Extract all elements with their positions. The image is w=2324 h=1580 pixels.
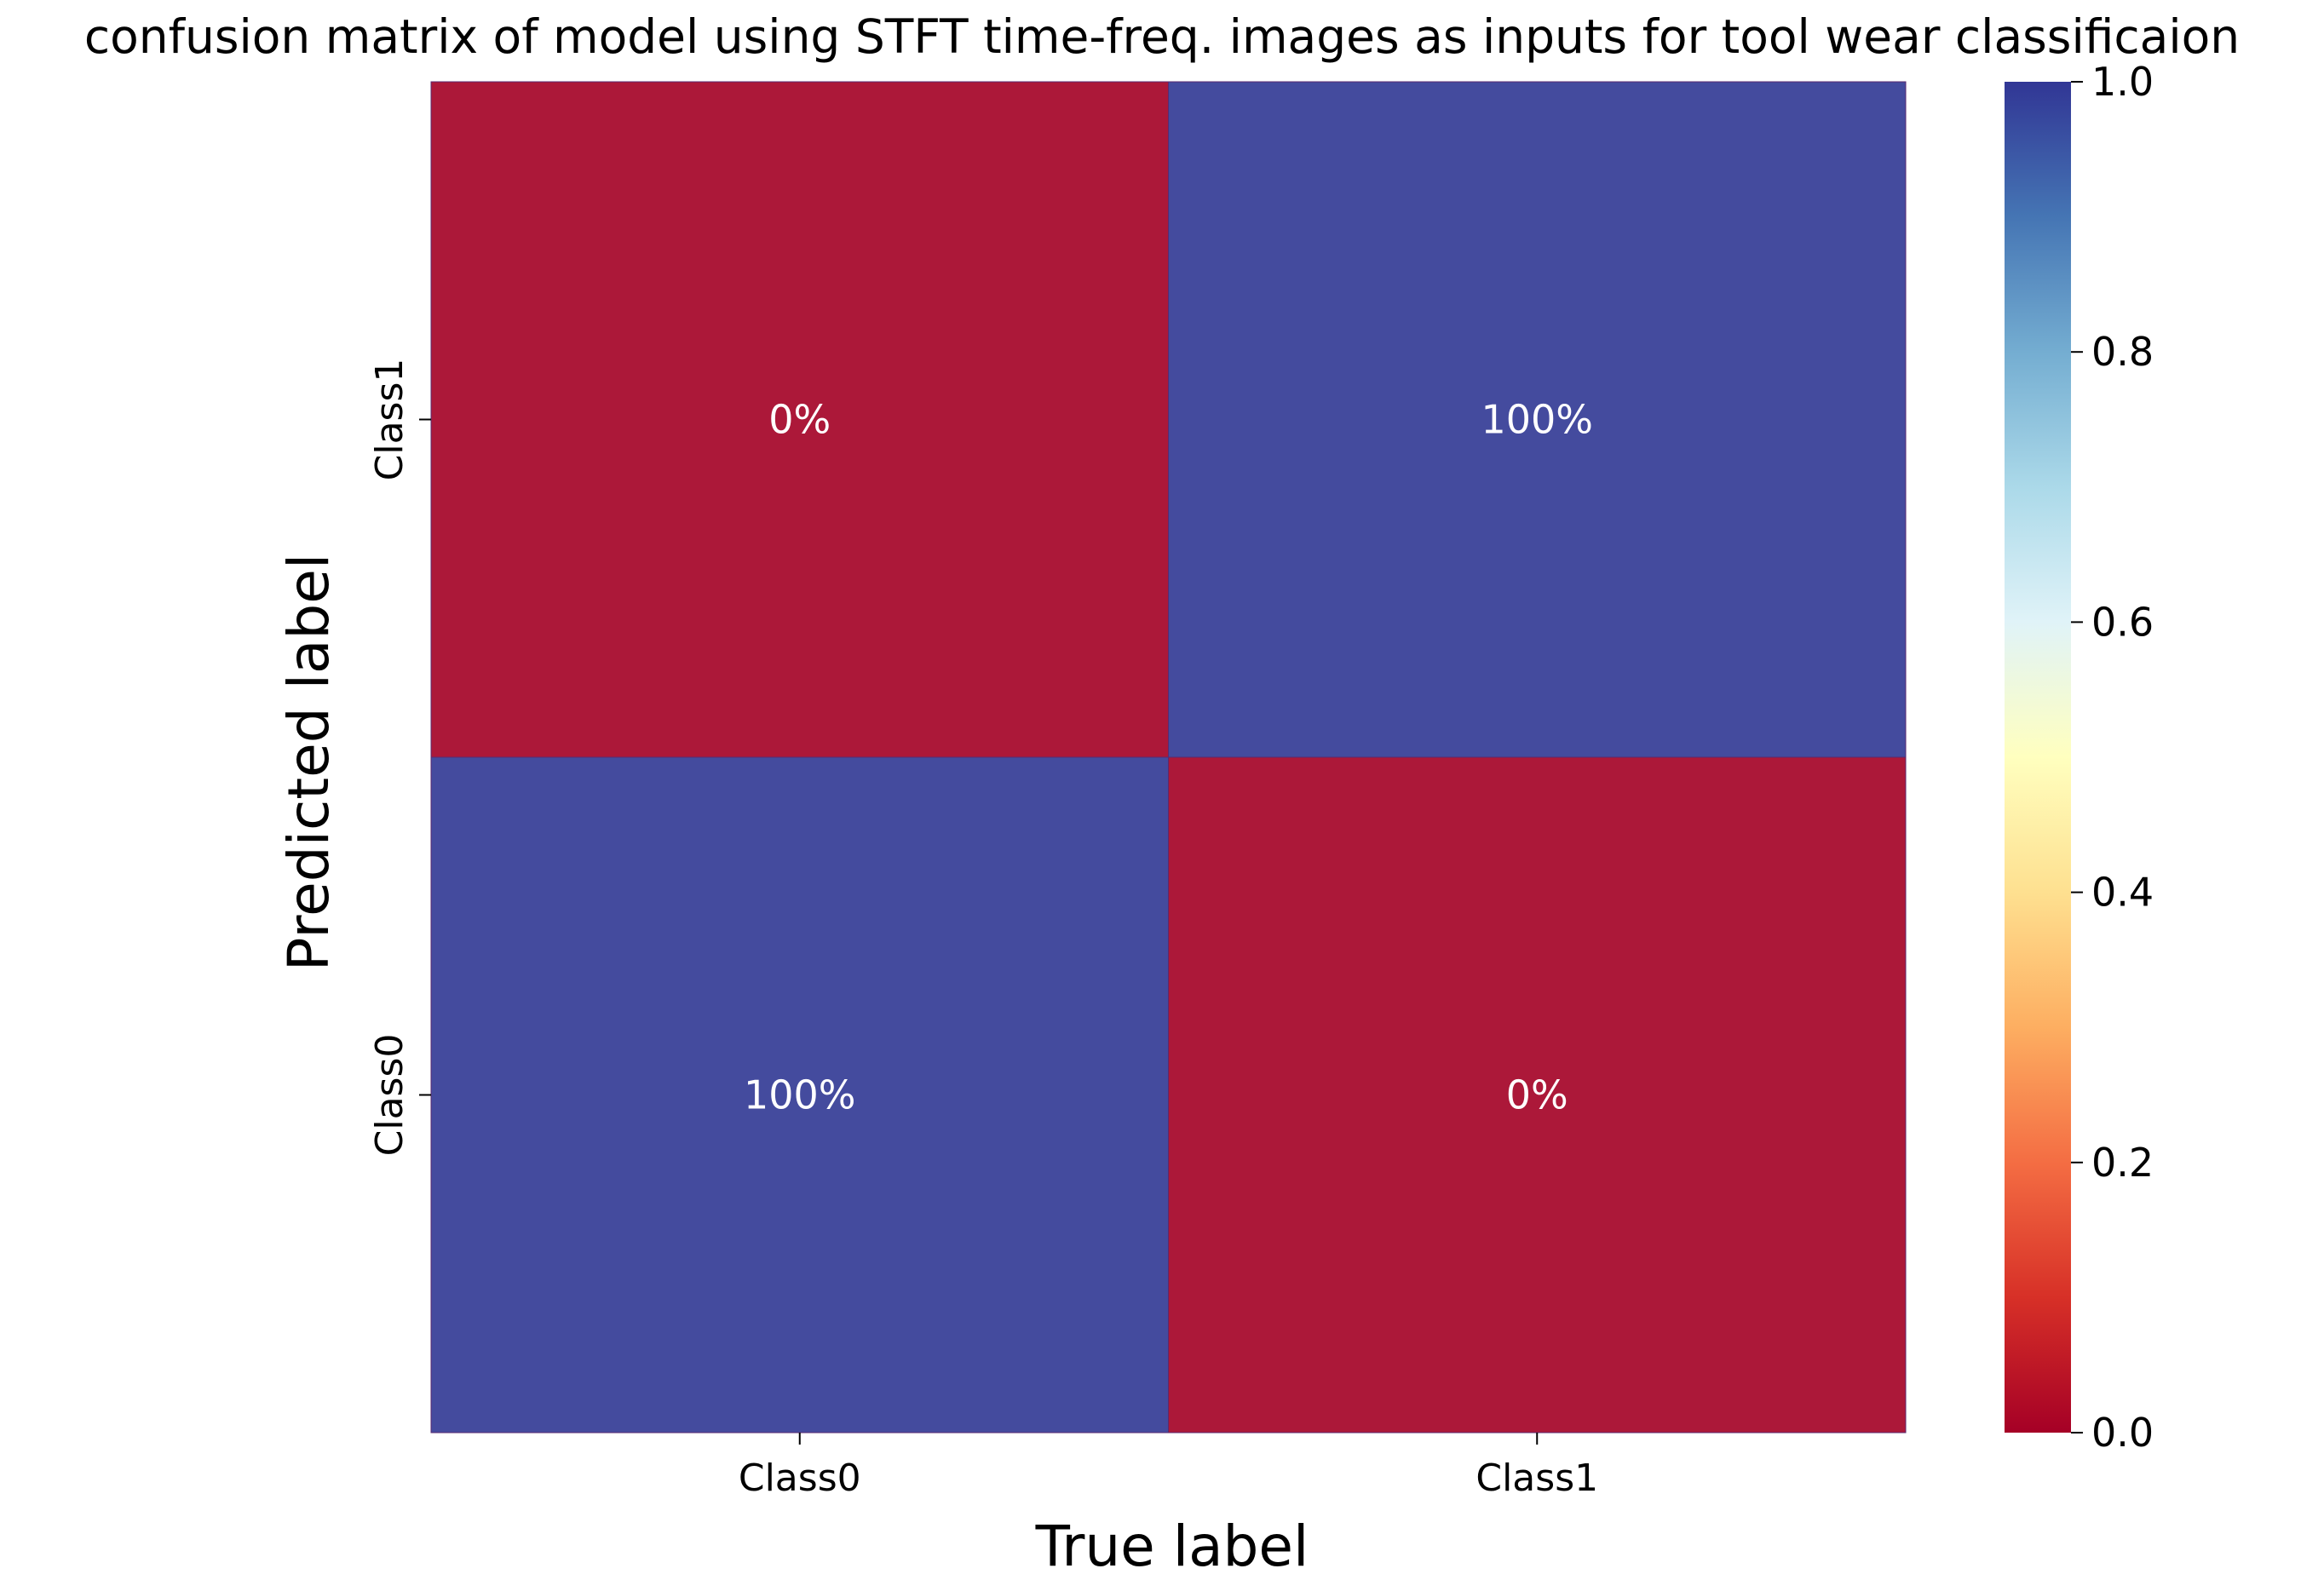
colorbar-tick-label: 0.0 xyxy=(2091,1410,2154,1456)
cell-annotation: 100% xyxy=(1481,397,1593,443)
x-axis-ticks: Class0 Class1 xyxy=(739,1433,1598,1500)
cell-annotation: 0% xyxy=(768,397,831,443)
x-axis-label: True label xyxy=(1035,1514,1309,1579)
colorbar-tick-label: 0.6 xyxy=(2091,599,2154,645)
heatmap-annotations: 0% 100% 100% 0% xyxy=(744,397,1593,1118)
colorbar-tick-label: 0.2 xyxy=(2091,1140,2154,1186)
heatmap-cells xyxy=(430,81,1907,1433)
heatmap-cell xyxy=(1168,81,1907,758)
cell-annotation: 0% xyxy=(1506,1072,1568,1118)
x-tick-label: Class1 xyxy=(1476,1456,1598,1500)
heatmap-cell xyxy=(430,81,1169,758)
y-tick-label: Class1 xyxy=(368,359,411,481)
heatmap-cell xyxy=(1168,756,1907,1433)
colorbar-ticks: 0.0 0.2 0.4 0.6 0.8 1.0 xyxy=(2071,59,2154,1456)
colorbar-tick-label: 0.4 xyxy=(2091,870,2154,916)
colorbar-tick-label: 1.0 xyxy=(2091,59,2154,105)
y-axis-ticks: Class1 Class0 xyxy=(368,359,431,1157)
colorbar xyxy=(2005,82,2071,1433)
chart-title: confusion matrix of model using STFT tim… xyxy=(84,9,2240,64)
heatmap-cell xyxy=(430,756,1169,1433)
cell-annotation: 100% xyxy=(744,1072,856,1118)
x-tick-label: Class0 xyxy=(739,1456,861,1500)
y-axis-label: Predicted label xyxy=(276,554,342,971)
colorbar-tick-label: 0.8 xyxy=(2091,329,2154,375)
y-tick-label: Class0 xyxy=(368,1034,411,1157)
